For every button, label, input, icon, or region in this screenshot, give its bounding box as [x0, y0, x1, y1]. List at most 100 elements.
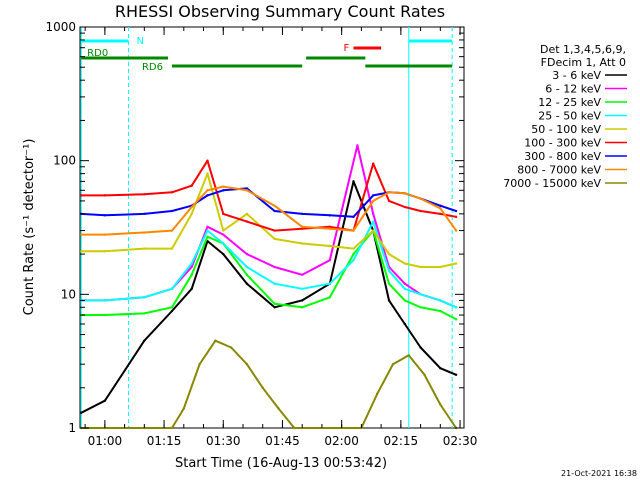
data-point-7-9 — [300, 225, 304, 229]
data-point-4-16 — [439, 265, 442, 269]
data-point-7-4 — [190, 205, 193, 209]
data-point-3-11 — [352, 259, 355, 262]
data-point-8-14 — [391, 363, 395, 366]
legend-header-1: FDecim 1, Att 0 — [541, 56, 626, 69]
data-point-4-7 — [245, 212, 249, 216]
data-point-2-9 — [300, 306, 304, 309]
data-point-4-9 — [300, 242, 304, 245]
data-point-6-17 — [454, 209, 458, 213]
data-point-5-8 — [273, 229, 276, 232]
data-point-4-8 — [273, 237, 276, 241]
x-tick-label-4: 02:00 — [324, 434, 359, 448]
data-point-6-11 — [352, 215, 355, 219]
flag-label-f: F — [343, 43, 349, 54]
legend-label-7: 800 - 7000 keV — [517, 164, 601, 177]
data-point-5-5 — [206, 159, 209, 162]
data-point-7-16 — [439, 207, 442, 210]
data-point-3-14 — [403, 287, 407, 291]
plot-area — [79, 26, 465, 429]
legend-label-1: 6 - 12 keV — [545, 83, 601, 96]
data-point-7-0 — [79, 233, 83, 236]
x-tick-label-0: 01:00 — [88, 434, 123, 448]
data-point-6-7 — [245, 187, 249, 190]
data-point-3-2 — [143, 296, 146, 299]
data-point-3-3 — [170, 287, 174, 291]
data-point-0-7 — [245, 282, 249, 285]
data-point-2-4 — [190, 273, 193, 277]
legend: Det 1,3,4,5,6,9,FDecim 1, Att 03 - 6 keV… — [503, 43, 627, 190]
legend-label-4: 50 - 100 keV — [531, 123, 601, 136]
data-point-1-10 — [328, 259, 332, 262]
data-point-7-6 — [222, 185, 225, 188]
data-point-1-8 — [273, 265, 276, 269]
data-point-6-6 — [222, 189, 225, 192]
data-point-2-15 — [419, 306, 422, 309]
data-point-8-7 — [229, 346, 233, 349]
series-line-2 — [81, 229, 457, 321]
series-line-4 — [81, 172, 457, 268]
data-point-3-17 — [454, 306, 458, 309]
data-point-8-3 — [170, 426, 174, 430]
data-point-5-17 — [454, 215, 458, 219]
data-point-2-14 — [403, 299, 407, 302]
flag-label-rd0: RD0 — [87, 48, 108, 59]
data-point-5-4 — [190, 184, 193, 187]
data-point-6-16 — [439, 204, 442, 207]
data-point-5-13 — [387, 199, 391, 203]
data-point-5-14 — [403, 205, 407, 209]
data-point-2-5 — [206, 235, 209, 238]
data-point-2-16 — [439, 309, 442, 313]
data-point-5-9 — [300, 227, 304, 230]
data-point-4-2 — [143, 247, 146, 250]
data-point-8-5 — [198, 363, 201, 366]
data-point-5-12 — [372, 162, 375, 165]
data-point-2-1 — [103, 313, 107, 317]
data-point-6-3 — [170, 209, 174, 213]
x-tick-label-6: 02:30 — [443, 434, 478, 448]
data-point-7-10 — [328, 227, 332, 230]
data-point-2-17 — [454, 318, 458, 321]
y-tick-label-1: 10 — [61, 287, 76, 301]
legend-label-6: 300 - 800 keV — [524, 150, 601, 163]
series-line-3 — [81, 220, 457, 309]
data-point-6-12 — [372, 194, 375, 197]
data-point-2-2 — [143, 312, 146, 315]
data-point-7-13 — [387, 191, 391, 194]
data-point-3-6 — [222, 242, 225, 245]
series-line-5 — [81, 159, 457, 232]
data-point-6-9 — [300, 212, 304, 216]
data-point-3-10 — [328, 282, 332, 285]
data-point-6-10 — [328, 214, 332, 217]
data-point-2-13 — [387, 282, 391, 285]
legend-label-0: 3 - 6 keV — [552, 69, 601, 82]
data-point-3-4 — [190, 262, 193, 265]
x-tick-label-5: 02:15 — [384, 434, 419, 448]
data-point-6-1 — [103, 214, 107, 217]
data-point-8-8 — [245, 363, 249, 366]
flag-label-rd6: RD6 — [142, 62, 163, 73]
data-point-5-15 — [419, 209, 422, 213]
data-point-3-12 — [372, 220, 375, 223]
data-point-1-6 — [222, 233, 225, 236]
y-tick-label-2: 100 — [53, 154, 76, 168]
data-point-5-1 — [103, 194, 107, 197]
data-point-1-11 — [356, 144, 359, 147]
data-point-8-11 — [293, 426, 296, 430]
plot-layer: N F RD0 RD6 — [79, 27, 458, 430]
data-point-3-7 — [245, 265, 249, 269]
data-point-6-2 — [143, 212, 146, 216]
data-point-5-10 — [328, 225, 332, 229]
data-point-5-3 — [170, 191, 174, 194]
x-tick-label-2: 01:30 — [206, 434, 241, 448]
data-point-0-3 — [170, 309, 174, 313]
y-tick-label-3: 1000 — [45, 20, 76, 34]
data-point-7-14 — [403, 192, 407, 195]
data-point-7-11 — [352, 229, 355, 232]
data-point-8-10 — [277, 407, 280, 410]
data-point-1-9 — [300, 273, 304, 277]
data-point-5-7 — [245, 220, 249, 223]
data-point-3-5 — [206, 229, 209, 232]
data-point-0-0 — [79, 411, 83, 414]
data-point-3-15 — [419, 293, 422, 296]
